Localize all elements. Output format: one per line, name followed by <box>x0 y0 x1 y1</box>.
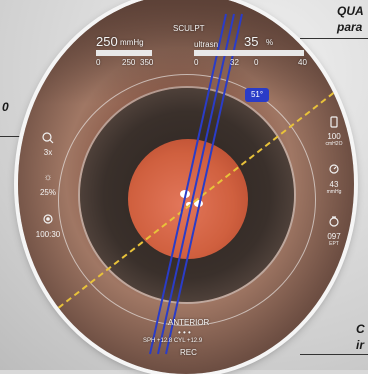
phase-dots: • • • <box>178 328 191 337</box>
bottle-unit: cmH2O <box>325 141 343 147</box>
surgical-view: SCULPT 250 mmHg 0 250 350 ultrasn 35 % 0… <box>18 0 354 374</box>
callout-left: 0 <box>2 100 9 114</box>
power-scale-1: 32 <box>230 58 239 67</box>
time-value: 100:30 <box>35 230 61 239</box>
zoom-value: 3x <box>43 148 53 157</box>
vacuum-value: 250 <box>96 34 118 49</box>
timer-value-text: 097 <box>327 232 341 241</box>
power-scale-3: 40 <box>298 58 307 67</box>
record-icon[interactable] <box>38 214 58 227</box>
vacuum-scale-1: 250 <box>122 58 136 67</box>
leader-bottom-right <box>300 354 368 355</box>
bottle-value: 100 cmH2O <box>314 132 354 147</box>
timer-icon[interactable] <box>324 216 344 230</box>
iop-value: 43 mmHg <box>314 180 354 195</box>
gauge-icon[interactable] <box>324 164 344 177</box>
vacuum-scale-0: 0 <box>96 58 101 67</box>
phase-label: ANTERIOR <box>168 318 210 327</box>
mode-center-label: ultrasn <box>194 40 219 49</box>
guide-line-2 <box>157 13 235 355</box>
brightness-value: 25% <box>39 188 56 197</box>
reflection-3 <box>186 202 192 207</box>
timer-value: 097 EPT <box>314 232 354 247</box>
pupil <box>128 139 248 259</box>
zoom-icon[interactable] <box>38 132 58 147</box>
vacuum-scale-2: 350 <box>140 58 154 67</box>
power-scale-0: 0 <box>194 58 199 67</box>
guide-line-1 <box>149 13 227 355</box>
vacuum-unit: mmHg <box>120 38 144 47</box>
power-bar <box>194 50 304 56</box>
power-scale-2: 0 <box>254 58 259 67</box>
power-unit: % <box>266 38 274 47</box>
reflection-2 <box>194 200 203 207</box>
rec-indicator[interactable]: REC <box>180 348 197 357</box>
leader-left <box>0 136 40 137</box>
bottle-icon[interactable] <box>324 116 344 131</box>
sun-icon[interactable]: ☼ <box>43 172 53 183</box>
guide-line-3 <box>165 13 243 355</box>
bottle-value-text: 100 <box>327 132 341 141</box>
callout-bottom-right-1: C <box>356 322 365 336</box>
limbus-ring <box>58 74 316 326</box>
guide-lines <box>149 13 243 355</box>
vacuum-bar <box>96 50 152 56</box>
angle-badge: 51° <box>245 88 269 102</box>
timer-unit: EPT <box>329 241 339 247</box>
iop-value-text: 43 <box>329 180 339 189</box>
iop-unit: mmHg <box>326 189 342 195</box>
sph-cyl-readout: SPH +12.8 CYL +12.9 <box>143 338 203 344</box>
callout-bottom-right-2: ir <box>356 338 365 352</box>
mode-label: SCULPT <box>173 24 205 33</box>
power-value: 35 <box>244 34 259 49</box>
